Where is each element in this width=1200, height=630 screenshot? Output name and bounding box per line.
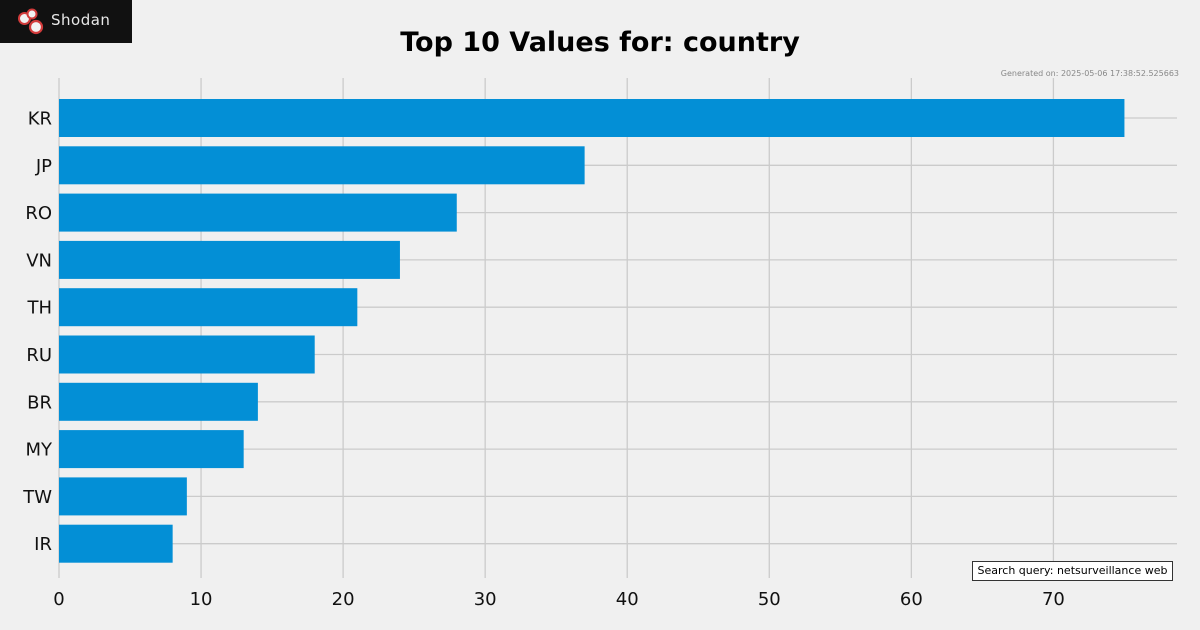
brand-name: Shodan (51, 11, 111, 29)
x-tick-label: 50 (758, 589, 781, 610)
chart-title: Top 10 Values for: country (400, 27, 800, 58)
y-tick-label: VN (26, 250, 52, 271)
y-tick-label: TH (26, 298, 52, 319)
y-axis-labels: KR JP RO VN TH RU BR MY TW IR (22, 109, 53, 556)
x-tick-label: 70 (1042, 589, 1065, 610)
x-tick-label: 0 (53, 589, 64, 610)
bar-ro (59, 193, 457, 232)
x-tick-label: 10 (190, 589, 213, 610)
y-tick-label: TW (22, 487, 52, 508)
bar-kr (59, 99, 1125, 137)
x-axis-labels: 0 10 20 30 40 50 60 70 (53, 589, 1065, 610)
bar-th (59, 288, 358, 327)
x-tick-label: 30 (474, 589, 497, 610)
y-tick-label: IR (34, 534, 52, 555)
bar-jp (59, 146, 585, 185)
search-query-box: Search query: netsurveillance web (972, 561, 1173, 581)
y-tick-label: RU (26, 345, 52, 366)
bar-tw (59, 477, 187, 516)
x-tick-label: 20 (332, 589, 355, 610)
y-tick-label: KR (28, 109, 52, 130)
brand-logo: Shodan (0, 0, 132, 43)
x-tick-label: 40 (616, 589, 639, 610)
bar-ir (59, 524, 173, 563)
y-tick-label: MY (25, 440, 53, 461)
bar-vn (59, 240, 400, 279)
y-tick-label: BR (27, 392, 52, 413)
generated-timestamp: Generated on: 2025-05-06 17:38:52.525663 (1000, 69, 1179, 78)
y-tick-label: RO (25, 203, 52, 224)
y-tick-label: JP (35, 156, 52, 177)
bar-br (59, 382, 258, 421)
chart-bars (59, 99, 1125, 563)
bar-ru (59, 335, 315, 374)
x-tick-label: 60 (900, 589, 923, 610)
bar-my (59, 430, 244, 469)
shodan-logo-icon (18, 8, 44, 35)
